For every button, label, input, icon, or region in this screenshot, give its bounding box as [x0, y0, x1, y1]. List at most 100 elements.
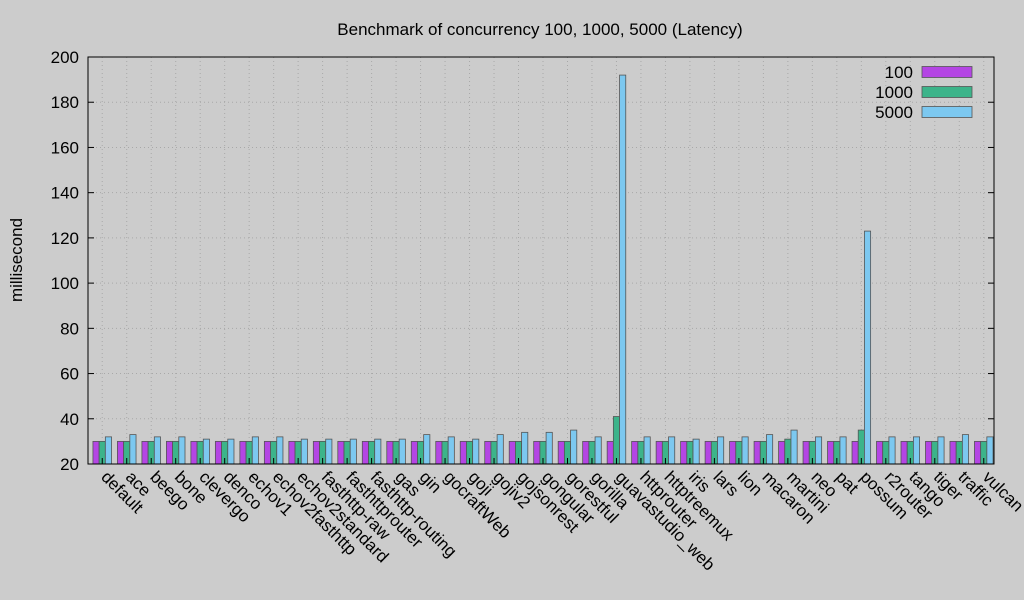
- bar-tiger-5000: [937, 436, 945, 465]
- bar-guavastudio_web-100: [606, 440, 614, 465]
- bar-goji-100: [459, 440, 467, 465]
- bar-echov2fasthttp-5000: [276, 436, 284, 465]
- y-axis-label: millisecond: [7, 218, 26, 302]
- x-ticks: defaultacebeegoboneclevergodencoechov1ec…: [97, 458, 1024, 574]
- bar-ace-100: [117, 440, 125, 465]
- bar-gojiv2-5000: [496, 434, 504, 465]
- bar-tango-5000: [912, 436, 920, 465]
- legend-swatch: [921, 106, 973, 118]
- bar-gojsonrest-5000: [521, 431, 529, 465]
- bar-goji-5000: [472, 438, 480, 465]
- bar-traffic-5000: [961, 434, 969, 465]
- bar-httprouter-100: [631, 440, 639, 465]
- bar-gojiv2-100: [484, 440, 492, 465]
- bar-vulcan-100: [974, 440, 982, 465]
- bar-gorilla-5000: [594, 436, 602, 465]
- bar-bone-5000: [178, 436, 186, 465]
- bar-gocraftWeb-5000: [447, 436, 455, 465]
- x-tick-label: pat: [832, 467, 862, 497]
- bar-gocraftWeb-100: [435, 440, 443, 465]
- bar-martini-5000: [790, 429, 798, 465]
- bar-clevergo-100: [190, 440, 198, 465]
- bar-pat-100: [827, 440, 835, 465]
- bar-ace-5000: [129, 434, 137, 465]
- y-tick-label: 140: [51, 184, 79, 203]
- bar-vulcan-5000: [986, 436, 994, 465]
- y-tick-label: 160: [51, 138, 79, 157]
- bar-gongular-5000: [545, 431, 553, 465]
- bar-gorestful-100: [557, 440, 565, 465]
- bar-guavastudio_web-5000: [619, 74, 627, 465]
- bar-fasthttprouter-100: [337, 440, 345, 465]
- bar-fasthttprouter-5000: [349, 438, 357, 465]
- bar-gorilla-100: [582, 440, 590, 465]
- bar-gas-5000: [398, 438, 406, 465]
- bar-bone-100: [166, 440, 174, 465]
- y-ticks: 20 40 60 80 100 120 140 160 180 200: [51, 48, 994, 474]
- bar-iris-5000: [692, 438, 700, 465]
- bar-echov1-100: [239, 440, 247, 465]
- bar-traffic-100: [949, 440, 957, 465]
- bar-martini-100: [778, 440, 786, 465]
- bar-macaron-100: [753, 440, 761, 465]
- y-tick-label: 120: [51, 229, 79, 248]
- bar-beego-5000: [153, 436, 161, 465]
- bar-fasthttp-routing-100: [361, 440, 369, 465]
- chart-title: Benchmark of concurrency 100, 1000, 5000…: [337, 20, 742, 39]
- y-tick-label: 20: [60, 455, 79, 474]
- legend-swatch: [921, 86, 973, 98]
- bar-clevergo-5000: [202, 438, 210, 465]
- bar-fasthttp-raw-100: [312, 440, 320, 465]
- bar-echov1-5000: [251, 436, 259, 465]
- bar-gas-100: [386, 440, 394, 465]
- bar-tiger-100: [925, 440, 933, 465]
- gridlines: [88, 57, 994, 464]
- bar-neo-5000: [815, 436, 823, 465]
- bars: [92, 74, 994, 465]
- bar-default-100: [92, 440, 100, 465]
- bar-gojsonrest-100: [508, 440, 516, 465]
- y-tick-label: 40: [60, 410, 79, 429]
- bar-lion-100: [729, 440, 737, 465]
- bar-denco-5000: [227, 438, 235, 465]
- bar-gongular-100: [533, 440, 541, 465]
- bar-r2router-100: [876, 440, 884, 465]
- bar-fasthttp-raw-5000: [325, 438, 333, 465]
- bar-httptreemux-100: [655, 440, 663, 465]
- legend-label: 5000: [875, 103, 913, 122]
- y-tick-label: 100: [51, 274, 79, 293]
- bar-lion-5000: [741, 436, 749, 465]
- bar-lars-5000: [717, 436, 725, 465]
- bar-possum-100: [851, 440, 859, 465]
- bar-iris-100: [680, 440, 688, 465]
- legend-swatch: [921, 66, 973, 78]
- bar-macaron-5000: [766, 434, 774, 465]
- bar-default-5000: [104, 436, 112, 465]
- legend-label: 1000: [875, 83, 913, 102]
- bar-r2router-5000: [888, 436, 896, 465]
- bar-denco-100: [214, 440, 222, 465]
- legend-label: 100: [885, 63, 913, 82]
- plot-border: [87, 56, 995, 465]
- bar-echov2standard-100: [288, 440, 296, 465]
- bar-tango-100: [900, 440, 908, 465]
- x-tick-label: gin: [416, 467, 445, 496]
- y-tick-label: 80: [60, 319, 79, 338]
- bar-possum-5000: [864, 230, 872, 465]
- bar-echov2fasthttp-100: [263, 440, 271, 465]
- y-tick-label: 60: [60, 365, 79, 384]
- bar-gin-5000: [423, 434, 431, 465]
- bar-gorestful-5000: [570, 429, 578, 465]
- y-tick-label: 180: [51, 93, 79, 112]
- bar-httptreemux-5000: [668, 436, 676, 465]
- bar-pat-5000: [839, 436, 847, 465]
- bar-echov2standard-5000: [300, 438, 308, 465]
- bar-neo-100: [802, 440, 810, 465]
- bar-gin-100: [410, 440, 418, 465]
- y-tick-label: 200: [51, 48, 79, 67]
- bar-httprouter-5000: [643, 436, 651, 465]
- bar-fasthttp-routing-5000: [374, 438, 382, 465]
- axes: [87, 56, 995, 465]
